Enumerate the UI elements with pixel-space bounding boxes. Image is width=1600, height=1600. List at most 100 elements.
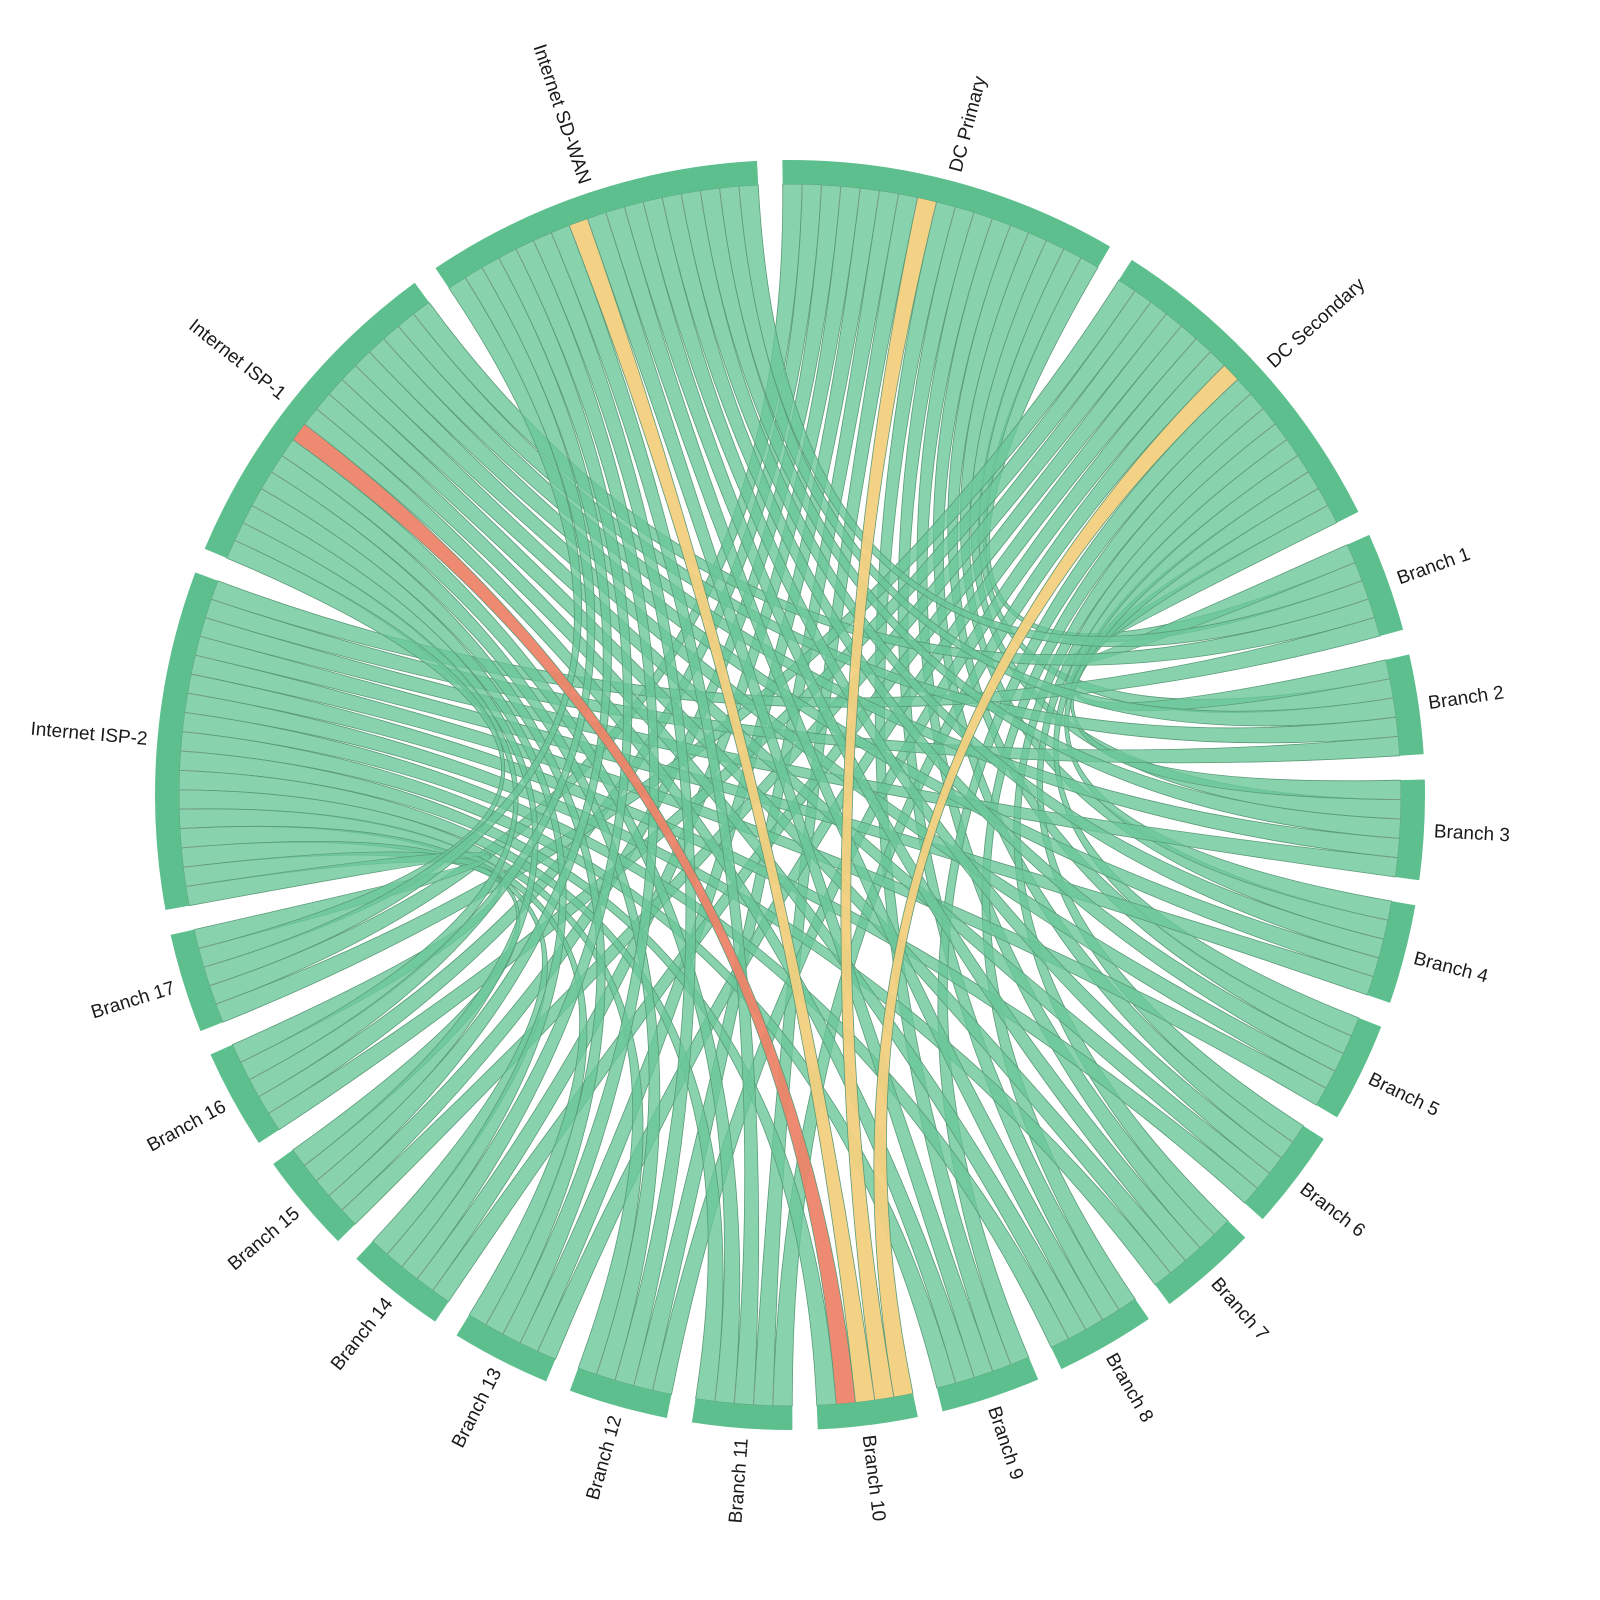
arc-branch-9[interactable] [936, 1357, 1039, 1412]
label-branch-1: Branch 1 [1394, 544, 1473, 589]
slot-divider [328, 393, 346, 409]
slot-divider [1122, 290, 1136, 310]
slot-divider [834, 1382, 837, 1405]
slot-divider [819, 184, 822, 207]
arc-internet-isp-2[interactable] [155, 572, 218, 911]
label-branch-13: Branch 13 [448, 1365, 506, 1452]
arc-internet-sd-wan[interactable] [435, 160, 759, 289]
slot-divider [1036, 240, 1047, 261]
arcs-layer [155, 160, 1425, 1431]
label-branch-12: Branch 12 [583, 1413, 627, 1502]
arc-branch-12[interactable] [569, 1368, 672, 1418]
slot-divider [464, 277, 478, 297]
label-dc-secondary: DC Secondary [1263, 274, 1369, 373]
slot-divider [341, 1194, 359, 1211]
slot-divider [1181, 338, 1197, 356]
slot-divider [857, 188, 861, 210]
arc-branch-8[interactable] [1051, 1299, 1149, 1370]
slot-divider [1274, 1129, 1294, 1143]
arc-branch-3[interactable] [1395, 779, 1425, 881]
arc-branch-1[interactable] [1347, 534, 1404, 637]
slot-divider [1371, 697, 1394, 702]
label-branch-11: Branch 11 [725, 1437, 752, 1524]
slot-divider [515, 248, 527, 269]
slot-divider [1240, 1173, 1258, 1189]
slot-divider [401, 1249, 417, 1268]
arc-branch-2[interactable] [1385, 654, 1424, 756]
slot-divider [416, 1261, 431, 1280]
slot-divider [733, 1381, 737, 1404]
slot-divider [234, 539, 255, 550]
slot-divider [199, 635, 222, 643]
slot-divider [714, 1379, 718, 1402]
slot-divider [699, 190, 704, 213]
slot-divider [1268, 439, 1288, 453]
slot-divider [355, 365, 372, 382]
slot-divider [1353, 616, 1375, 625]
arc-branch-10[interactable] [816, 1393, 918, 1430]
arc-branch-17[interactable] [170, 929, 223, 1032]
slot-divider [596, 1353, 604, 1375]
slot-divider [383, 338, 399, 356]
slot-divider [1299, 488, 1319, 500]
slot-divider [502, 1314, 514, 1335]
slot-divider [432, 1272, 446, 1291]
slot-divider [984, 218, 993, 240]
slot-divider [211, 598, 233, 607]
slot-divider [198, 942, 220, 949]
slot-divider [215, 996, 237, 1005]
arc-branch-13[interactable] [456, 1314, 556, 1382]
arc-dc-primary[interactable] [782, 160, 1111, 268]
slot-divider [179, 808, 202, 810]
label-branch-5: Branch 5 [1365, 1069, 1443, 1121]
label-branch-9: Branch 9 [983, 1404, 1027, 1483]
slot-divider [912, 197, 919, 220]
label-branch-16: Branch 16 [144, 1096, 230, 1156]
slot-divider [268, 1101, 288, 1114]
label-branch-15: Branch 15 [224, 1203, 304, 1275]
arc-branch-11[interactable] [691, 1398, 793, 1431]
slot-divider [271, 471, 291, 484]
slot-divider [251, 505, 272, 517]
slot-divider [1375, 855, 1398, 859]
slot-divider [1252, 1159, 1271, 1174]
arc-branch-16[interactable] [210, 1044, 279, 1143]
arc-branch-4[interactable] [1367, 901, 1416, 1003]
arc-internet-isp-1[interactable] [204, 282, 429, 559]
ribbons-layer [178, 183, 1402, 1407]
slot-divider [1233, 393, 1252, 409]
slot-divider [485, 1305, 498, 1326]
slot-divider [1167, 325, 1182, 344]
arc-branch-5[interactable] [1316, 1017, 1382, 1118]
arc-dc-secondary[interactable] [1118, 259, 1359, 523]
slot-divider [1208, 365, 1225, 382]
slot-divider [1376, 735, 1399, 739]
slot-divider [642, 201, 649, 224]
slot-divider [1368, 678, 1390, 684]
slot-divider [1019, 232, 1029, 253]
slot-divider [1058, 1319, 1069, 1339]
arc-branch-6[interactable] [1244, 1125, 1324, 1220]
label-branch-7: Branch 7 [1207, 1274, 1273, 1345]
slot-divider [605, 212, 613, 234]
slot-divider [772, 1383, 774, 1406]
slot-divider [949, 206, 956, 229]
slot-divider [519, 1323, 531, 1344]
slot-divider [719, 188, 723, 210]
slot-divider [261, 488, 281, 500]
arc-branch-15[interactable] [273, 1150, 356, 1242]
arc-branch-14[interactable] [356, 1241, 449, 1322]
slot-divider [838, 186, 842, 209]
slot-divider [1002, 225, 1011, 246]
slot-divider [949, 1361, 956, 1384]
slot-divider [180, 750, 203, 753]
label-branch-14: Branch 14 [327, 1293, 398, 1374]
slot-divider [1331, 1026, 1352, 1037]
arc-branch-7[interactable] [1155, 1220, 1246, 1305]
slot-divider [537, 1331, 548, 1352]
slot-divider [183, 864, 206, 868]
slot-divider [481, 267, 494, 287]
slot-divider [624, 206, 631, 229]
dividers-layer [179, 184, 1401, 1406]
